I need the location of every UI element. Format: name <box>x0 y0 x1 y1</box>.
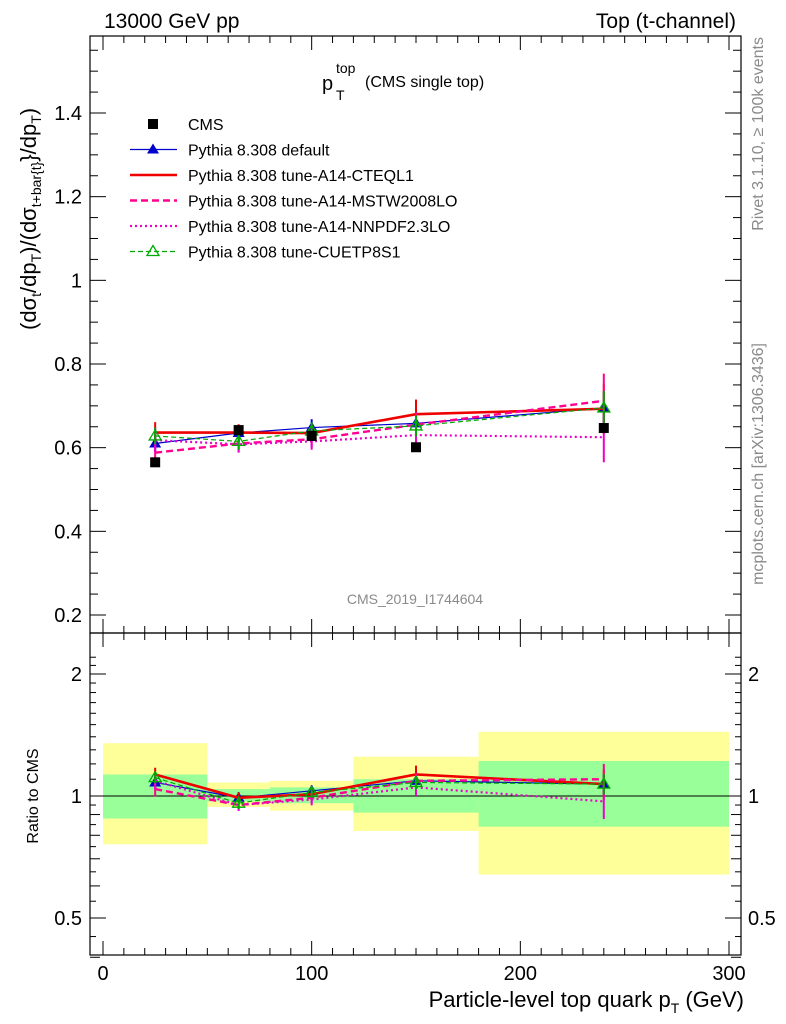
x-tick-label: 300 <box>712 963 745 985</box>
legend-label: Pythia 8.308 tune-CUETP8S1 <box>188 245 401 262</box>
ratio-tick-label-right: 1 <box>748 786 759 808</box>
y-tick-label: 0.8 <box>54 354 82 376</box>
plot-title: p top T (CMS single top) <box>322 60 484 103</box>
y-axis-label: (dσt/dpT)/(dσt+bar{t}}/dpT) <box>16 108 44 330</box>
main-plot <box>148 373 611 468</box>
series-line-4 <box>155 407 604 442</box>
legend-entry-2: Pythia 8.308 tune-A14-MSTW2008LO <box>130 194 457 211</box>
ratio-marker <box>231 795 246 808</box>
ratio-marker <box>596 776 611 789</box>
data-point <box>233 425 244 436</box>
ratio-y-axis-label: Ratio to CMS <box>25 748 42 843</box>
legend-label: Pythia 8.308 default <box>188 143 330 160</box>
header-right: Top (t-channel) <box>596 10 736 33</box>
axes: 0 100 200 300 0.2 0.4 0.6 0.8 1 1.2 1.4 0.5 0.5 1 1 2 2 <box>54 35 776 985</box>
series-line-2 <box>155 399 604 454</box>
legend-entry-3: Pythia 8.308 tune-A14-NNPDF2.3LO <box>130 219 450 236</box>
legend-entry-4: Pythia 8.308 tune-CUETP8S1 <box>130 244 401 262</box>
legend-marker <box>145 244 161 257</box>
y-tick-label: 1.2 <box>54 187 82 209</box>
ratio-tick-label-right: 0.5 <box>748 908 776 930</box>
legend-entry-cms: CMS <box>148 117 224 134</box>
title-sup: top <box>336 60 356 76</box>
ratio-tick-label-right: 2 <box>748 664 759 686</box>
series-marker <box>148 428 163 441</box>
data-point <box>150 457 161 468</box>
title-suffix: (CMS single top) <box>365 74 484 91</box>
series-marker <box>596 400 611 413</box>
series-line-0 <box>155 407 604 445</box>
ratio-plot <box>148 763 611 820</box>
y-tick-label: 0.4 <box>54 521 82 543</box>
legend-label: Pythia 8.308 tune-A14-NNPDF2.3LO <box>188 219 450 236</box>
legend: CMS Pythia 8.308 default Pythia 8.308 tune… <box>130 117 457 262</box>
ratio-marker <box>304 785 319 798</box>
ratio-tick-label: 1 <box>71 786 82 808</box>
legend-marker <box>147 143 159 154</box>
legend-marker <box>148 119 158 129</box>
legend-label: Pythia 8.308 tune-A14-CTEQL1 <box>188 168 414 185</box>
title-sub: T <box>336 87 345 103</box>
x-axis-label: Particle-level top quark pT (GeV) <box>429 987 744 1016</box>
legend-entry-0: Pythia 8.308 default <box>130 143 330 160</box>
x-tick-label: 200 <box>504 963 537 985</box>
x-tick-label: 100 <box>295 963 328 985</box>
ratio-marker <box>408 775 424 788</box>
series-marker <box>231 434 246 447</box>
data-point <box>598 423 609 434</box>
series-line-3 <box>155 434 604 446</box>
header-left: 13000 GeV pp <box>104 10 239 33</box>
legend-label: Pythia 8.308 tune-A14-MSTW2008LO <box>188 194 457 211</box>
series-marker <box>408 418 424 431</box>
legend-entry-1: Pythia 8.308 tune-A14-CTEQL1 <box>130 168 414 185</box>
ratio-uncertainty-bands <box>90 731 741 875</box>
y-tick-label: 0.6 <box>54 438 82 460</box>
y-tick-label: 1.4 <box>54 103 82 125</box>
mcplots-label: mcplots.cern.ch [arXiv:1306.3436] <box>750 343 767 585</box>
title-main: p <box>322 73 333 95</box>
ratio-tick-label: 0.5 <box>54 908 82 930</box>
data-point <box>306 430 317 441</box>
data-point <box>411 442 421 453</box>
analysis-watermark: CMS_2019_I1744604 <box>347 591 483 607</box>
rivet-label: Rivet 3.1.10, ≥ 100k events <box>750 37 767 231</box>
legend-label: CMS <box>188 117 224 134</box>
y-tick-label: 0.2 <box>54 605 82 627</box>
ratio-marker <box>148 770 163 783</box>
x-tick-label: 0 <box>97 963 108 985</box>
y-tick-label: 1 <box>71 270 82 292</box>
ratio-tick-label: 2 <box>71 664 82 686</box>
